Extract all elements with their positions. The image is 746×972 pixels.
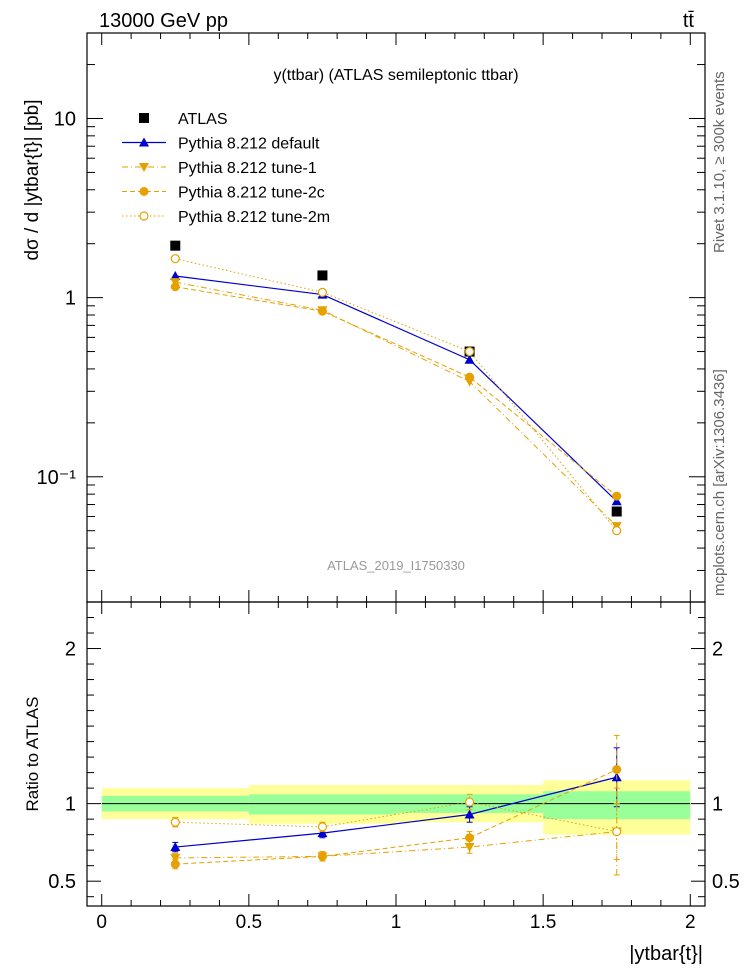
legend-marker	[139, 163, 149, 172]
data-point	[170, 254, 180, 264]
y-tick-label: 10⁻¹	[37, 467, 77, 489]
series-line	[175, 275, 618, 502]
legend-label: Pythia 8.212 tune-1	[178, 160, 317, 177]
series-line	[175, 281, 618, 527]
ratio-point	[612, 826, 622, 837]
x-tick-label: 1.5	[530, 912, 556, 933]
ratio-point	[317, 851, 327, 861]
data-point	[612, 526, 622, 536]
ratio-point	[170, 842, 181, 852]
legend-marker	[139, 137, 149, 147]
ratio-line	[175, 831, 617, 859]
ratio-point	[464, 797, 475, 807]
legend-entry: Pythia 8.212 tune-2c	[122, 185, 325, 202]
series-pythia-8-212-tune-2m	[170, 254, 622, 536]
y-tick-label: 2	[65, 639, 76, 661]
ratio-point	[170, 859, 180, 869]
series-line	[175, 286, 618, 497]
data-point	[317, 287, 328, 297]
ratio-y-axis-label: Ratio to ATLAS	[23, 697, 42, 812]
legend-label: Pythia 8.212 tune-2c	[178, 185, 325, 202]
x-axis-label: |ytbar{t}|	[629, 943, 703, 965]
data-point	[611, 506, 622, 517]
ratio-point	[464, 843, 475, 853]
y-tick-label: 1	[65, 794, 76, 816]
main-y-axis-label-text: dσ / d |ytbar{t}| [pb]	[22, 99, 43, 260]
ratio-series-pythia-8-212-tune-2m	[170, 793, 622, 860]
y-tick-label: 0.5	[48, 871, 76, 893]
main-plot-ticks: 10⁻¹ 1 10	[37, 32, 705, 603]
ratio-point	[317, 822, 328, 832]
ratio-point	[170, 853, 181, 863]
legend: ATLAS Pythia 8.212 default Pythia 8.212 tu…	[122, 111, 330, 226]
legend-label: Pythia 8.212 default	[178, 136, 320, 153]
y-tick-label: 1	[65, 288, 76, 310]
data-point	[170, 282, 180, 292]
y-tick-label-right: 2	[712, 639, 723, 661]
x-tick-label: 0	[96, 912, 107, 933]
plot-title: y(ttbar) (ATLAS semileptonic ttbar)	[273, 67, 518, 84]
analysis-watermark: ATLAS_2019_I1750330	[327, 558, 465, 573]
ratio-line	[175, 769, 617, 865]
series-pythia-8-212-default	[170, 271, 622, 506]
process-label: tt̄	[683, 10, 695, 32]
data-point	[317, 270, 328, 281]
main-plot-series	[170, 240, 622, 536]
legend-entry: Pythia 8.212 tune-1	[122, 160, 317, 177]
source-label: mcplots.cern.ch [arXiv:1306.3436]	[711, 369, 728, 596]
ratio-series-pythia-8-212-tune-2c	[170, 734, 622, 870]
rivet-label: Rivet 3.1.10, ≥ 300k events	[711, 71, 728, 253]
series-pythia-8-212-tune-1	[170, 278, 622, 532]
ratio-series	[170, 734, 622, 876]
data-point	[612, 491, 622, 501]
energy-label: 13000 GeV pp	[99, 10, 228, 32]
ratio-point	[170, 817, 180, 827]
legend-entry: ATLAS	[139, 111, 228, 128]
ratio-bands	[101, 780, 691, 835]
series-line	[175, 258, 618, 532]
main-y-axis-label: dσ / d |ytbar{t}| [pb]	[22, 99, 43, 260]
y-tick-label-right: 0.5	[712, 871, 740, 893]
uncertainty-band-inner	[248, 794, 396, 815]
ratio-plot-ticks: 0 0.5 1 1.5 2 0.5 0.5 1 1 2 2	[48, 602, 740, 933]
data-point	[317, 306, 327, 316]
ratio-point	[465, 833, 475, 843]
legend-marker	[139, 187, 149, 196]
ratio-plot: 0 0.5 1 1.5 2 0.5 0.5 1 1 2 2 Ratio to ATLAS |ytba…	[23, 601, 740, 965]
legend-label: ATLAS	[178, 111, 228, 128]
y-tick-label-right: 1	[712, 794, 723, 816]
x-tick-label: 1	[391, 912, 402, 933]
data-point	[464, 354, 475, 364]
x-tick-label: 2	[685, 912, 696, 933]
data-point	[611, 496, 622, 506]
legend-entry: Pythia 8.212 tune-2m	[122, 209, 330, 226]
data-point	[170, 271, 181, 281]
data-point	[170, 240, 181, 251]
data-point	[464, 346, 475, 357]
series-pythia-8-212-tune-2c	[170, 282, 622, 501]
legend-marker	[139, 211, 149, 221]
ratio-point	[317, 828, 328, 838]
main-plot: 10⁻¹ 1 10 y(ttbar) (ATLAS semileptonic ttb…	[22, 32, 706, 603]
ratio-plot-frame	[86, 601, 706, 907]
y-tick-label: 10	[54, 108, 76, 130]
x-tick-label: 0.5	[236, 912, 262, 933]
legend-label: Pythia 8.212 tune-2m	[178, 209, 330, 226]
series-atlas	[170, 240, 622, 517]
ratio-point	[464, 809, 475, 819]
ratio-point	[612, 765, 622, 775]
data-point	[465, 372, 475, 382]
ratio-line	[175, 776, 617, 848]
legend-marker	[139, 113, 149, 123]
legend-entry: Pythia 8.212 default	[122, 136, 320, 153]
